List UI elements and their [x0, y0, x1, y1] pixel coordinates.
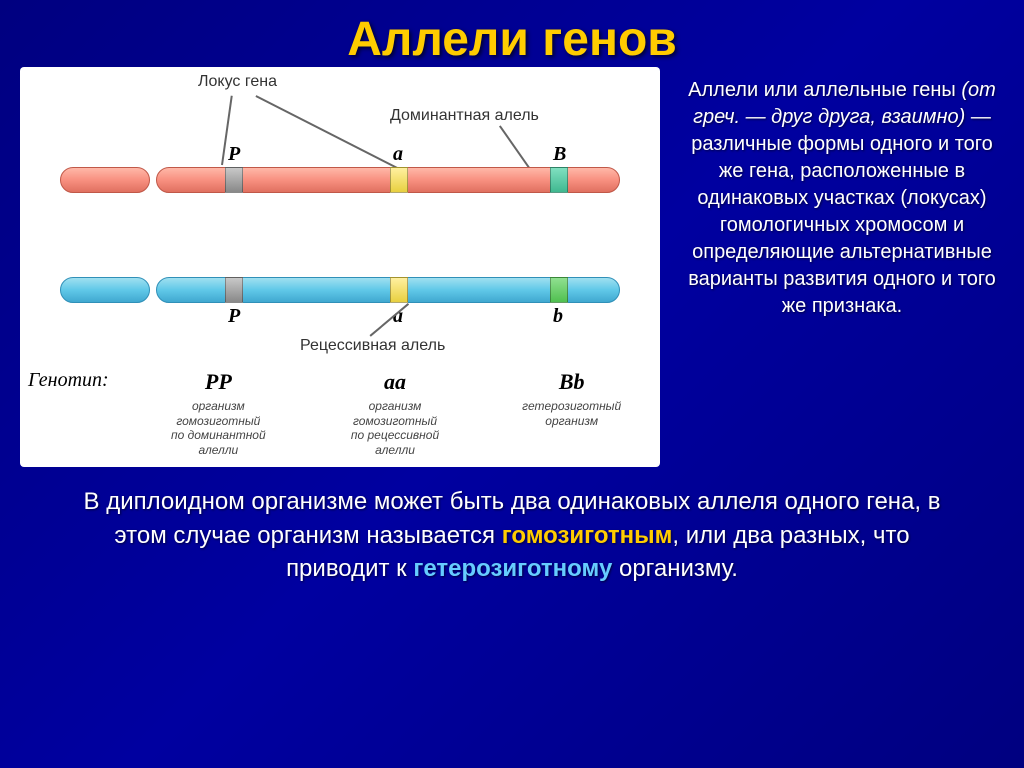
- chromosome-diagram: Локус гена Доминантная алель P a B: [20, 67, 660, 467]
- chromosome-top: [60, 167, 620, 193]
- genotype-col-Bb: Bb гетерозиготный организм: [483, 369, 660, 428]
- def-rest: — различные формы одного и того же гена,…: [688, 106, 996, 317]
- gt-desc: организм гомозиготный по рецессивной але…: [307, 399, 484, 457]
- bottom-post: организму.: [612, 555, 738, 582]
- gt-sym: Bb: [483, 369, 660, 395]
- slide-title: Аллели генов: [0, 0, 1024, 67]
- gt-desc: гетерозиготный организм: [483, 399, 660, 428]
- band-a2: [390, 277, 408, 303]
- band-P: [225, 167, 243, 193]
- leader-line: [256, 95, 404, 171]
- locus-P: P: [228, 143, 240, 166]
- locus-a: a: [393, 143, 403, 166]
- bottom-paragraph: В диплоидном организме может быть два од…: [0, 467, 1024, 586]
- chromosome-bottom: [60, 277, 620, 303]
- locus-B: B: [553, 143, 566, 166]
- genotype-label: Генотип:: [20, 369, 130, 392]
- gt-sym: aa: [307, 369, 484, 395]
- band-b2: [550, 277, 568, 303]
- gt-sym: PP: [130, 369, 307, 395]
- def-line1: Аллели или аллельные гены: [688, 79, 956, 101]
- genotype-col-aa: aa организм гомозиготный по рецессивной …: [307, 369, 484, 457]
- band-B: [550, 167, 568, 193]
- definition-text: Аллели или аллельные гены (от греч. — др…: [680, 67, 1004, 467]
- genotype-col-PP: PP организм гомозиготный по доминантной …: [130, 369, 307, 457]
- band-P2: [225, 277, 243, 303]
- genotype-row: Генотип: PP организм гомозиготный по дом…: [20, 369, 660, 457]
- bottom-hl1: гомозиготным: [502, 522, 673, 549]
- locus-P2: P: [228, 305, 240, 328]
- band-a: [390, 167, 408, 193]
- gt-desc: организм гомозиготный по доминантной але…: [130, 399, 307, 457]
- locus-label: Локус гена: [198, 73, 277, 91]
- locus-b2: b: [553, 305, 563, 328]
- recessive-label: Рецессивная алель: [300, 337, 445, 355]
- bottom-hl2: гетерозиготному: [413, 555, 612, 582]
- content-row: Локус гена Доминантная алель P a B: [0, 67, 1024, 467]
- dominant-label: Доминантная алель: [390, 107, 539, 125]
